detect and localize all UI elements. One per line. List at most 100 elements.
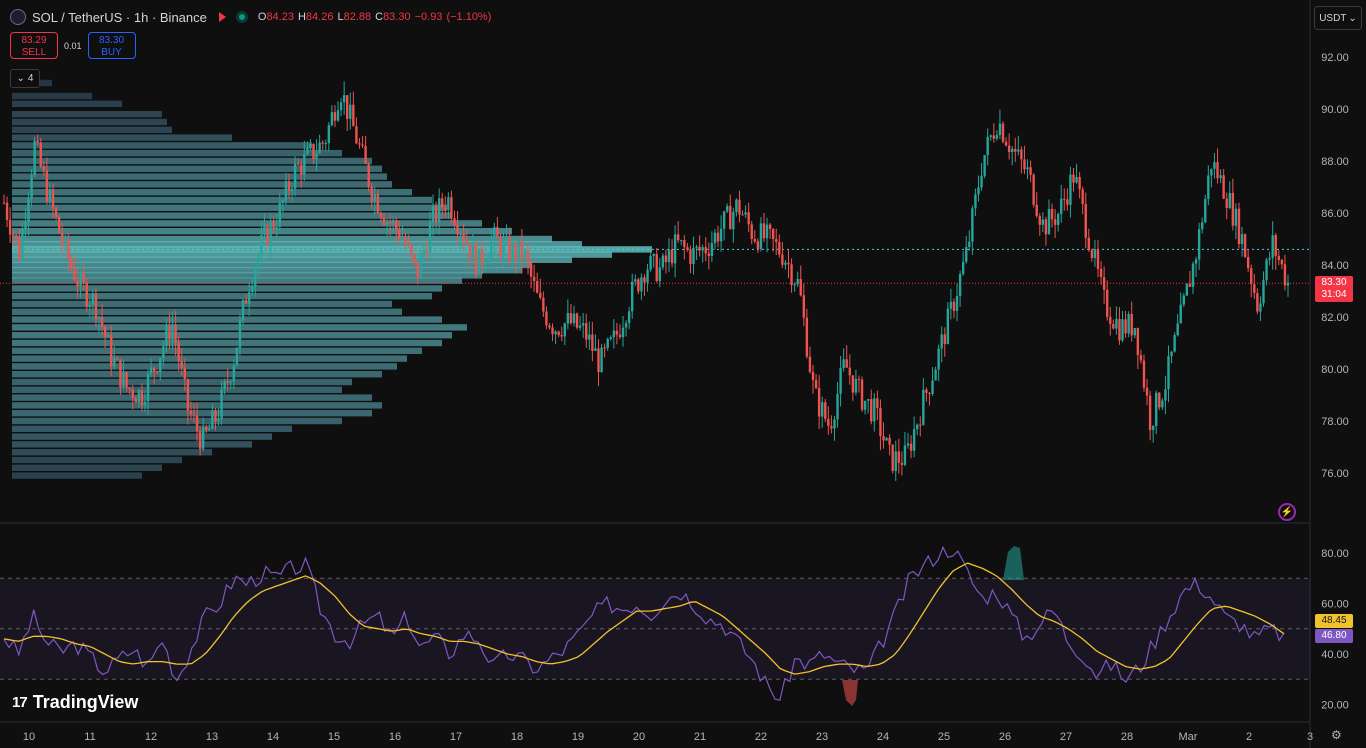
candle-body (370, 186, 373, 202)
candle-body (643, 277, 646, 283)
candle-body (1142, 360, 1146, 388)
candle-body (1075, 176, 1078, 183)
volume-profile-bar (12, 150, 342, 157)
candle-body (756, 241, 760, 249)
currency-selector[interactable]: USDT ⌄ (1314, 6, 1362, 30)
candle-body (251, 286, 254, 293)
candle-body (1004, 141, 1008, 146)
candle-body (912, 429, 916, 451)
tradingview-logo[interactable]: 17 TradingView (12, 692, 138, 713)
volume-profile-bar (12, 277, 462, 284)
time-tick-label: 28 (1121, 731, 1133, 743)
candle-body (729, 205, 732, 230)
volume-profile-bar (12, 142, 312, 149)
candle-body (952, 301, 956, 311)
candle-body (977, 187, 980, 195)
rsi-line (3, 545, 1285, 701)
candle-body (57, 216, 61, 234)
candle-body (1109, 316, 1112, 324)
candle-body (986, 136, 989, 156)
candle-body (128, 387, 131, 390)
candle-body (542, 297, 545, 312)
candle-body (983, 155, 986, 176)
volume-profile-bar (12, 371, 382, 378)
candle-body (1063, 198, 1066, 200)
candle-body (1093, 249, 1097, 259)
candle-body (634, 279, 637, 282)
sell-button[interactable]: 83.29 SELL (10, 32, 58, 59)
volume-profile-bar (12, 92, 92, 100)
candle-body (431, 205, 435, 223)
volume-profile-bar (12, 347, 422, 354)
buy-price: 83.30 (99, 35, 125, 46)
candle-body (866, 399, 870, 401)
candle-body (851, 375, 855, 393)
candle-body (1256, 293, 1259, 312)
candle-body (1164, 389, 1167, 401)
candle-body (995, 135, 999, 139)
ohlc-value: 82.88 (343, 11, 372, 23)
candle-body (1066, 199, 1069, 205)
candle-body (1105, 289, 1109, 317)
ohlc-key: L (337, 11, 344, 23)
lightning-icon[interactable]: ⚡ (1278, 503, 1296, 521)
time-tick-label: 13 (206, 731, 218, 743)
candle-body (664, 255, 668, 263)
ohlc-value: 84.26 (305, 11, 334, 23)
candle-body (1069, 174, 1072, 205)
candle-body (5, 202, 9, 220)
candle-body (293, 163, 297, 189)
candle-body (817, 388, 821, 417)
gear-icon[interactable]: ⚙ (1331, 728, 1342, 742)
symbol-title[interactable]: SOL / TetherUS · 1h · Binance (32, 9, 207, 25)
candle-body (827, 418, 830, 427)
candle-body (526, 251, 530, 263)
candle-body (186, 379, 190, 411)
candle-body (1014, 148, 1017, 152)
candle-body (229, 381, 232, 383)
candle-body (581, 323, 585, 326)
market-status-icon[interactable] (235, 11, 248, 23)
candle-body (235, 347, 239, 366)
candle-body (180, 361, 183, 368)
price-tick-label: 90.00 (1321, 104, 1349, 116)
candle-body (1222, 175, 1225, 199)
candle-body (404, 237, 407, 245)
candle-body (1047, 208, 1051, 235)
candle-body (358, 143, 361, 145)
candle-body (713, 232, 717, 244)
candle-body (385, 221, 389, 225)
price-tick-label: 84.00 (1321, 260, 1349, 272)
candle-body (447, 197, 450, 210)
candle-body (217, 419, 220, 422)
candle-body (894, 451, 897, 471)
candle-body (744, 212, 747, 215)
ohlc-key: C (375, 11, 384, 23)
candle-body (103, 326, 107, 337)
candle-body (1188, 284, 1192, 287)
candle-body (21, 228, 24, 260)
volume-profile-bar (12, 293, 432, 300)
flag-icon[interactable] (218, 12, 226, 22)
candle-body (159, 358, 162, 373)
candle-body (474, 243, 478, 275)
time-tick-label: 14 (267, 731, 279, 743)
candle-body (312, 143, 315, 160)
candle-body (269, 221, 272, 245)
volume-profile-bar (12, 118, 167, 126)
price-tick-label: 76.00 (1321, 468, 1349, 480)
buy-button[interactable]: 83.30 BUY (87, 32, 136, 59)
candle-body (434, 205, 438, 223)
candle-body (1216, 162, 1219, 179)
candle-body (330, 112, 334, 126)
candle-body (1001, 123, 1005, 142)
last-price-value: 83.30 (1321, 277, 1347, 288)
candle-body (836, 393, 839, 420)
candle-body (140, 390, 144, 406)
candle-body (686, 247, 689, 250)
indicators-toggle-button[interactable]: ⌄ 4 (10, 69, 40, 88)
candle-body (94, 293, 98, 319)
candle-body (1259, 303, 1262, 312)
candle-body (116, 358, 119, 360)
